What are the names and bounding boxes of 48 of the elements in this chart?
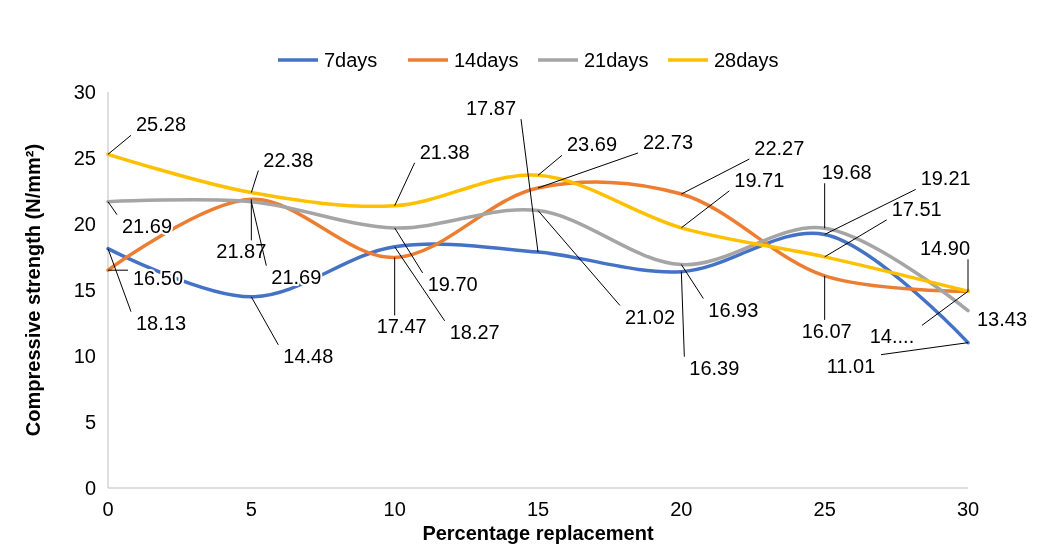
legend-label: 14days [454, 49, 519, 71]
x-tick-label: 20 [670, 498, 693, 520]
data-label: 22.73 [642, 130, 694, 153]
x-axis-title: Percentage replacement [422, 522, 654, 544]
x-tick-label: 10 [383, 498, 406, 520]
legend-label: 21days [584, 49, 649, 71]
y-tick-label: 15 [73, 279, 96, 301]
y-tick-label: 5 [84, 411, 96, 433]
x-tick-label: 0 [102, 498, 114, 520]
y-tick-label: 25 [73, 147, 96, 169]
data-label: 21.02 [624, 305, 676, 328]
data-label: 16.50 [132, 267, 184, 290]
data-label: 17.87 [465, 97, 517, 120]
data-label: 13.43 [976, 307, 1028, 330]
data-label: 14.... [869, 325, 915, 348]
legend-label: 7days [324, 49, 378, 71]
legend-label: 28days [714, 49, 779, 71]
data-label: 22.38 [263, 148, 314, 171]
data-label: 11.01 [826, 354, 876, 377]
data-label: 17.47 [376, 315, 427, 338]
x-tick-label: 25 [813, 498, 836, 520]
x-tick-label: 30 [956, 498, 980, 520]
data-label: 22.27 [754, 137, 805, 160]
x-tick-label: 15 [526, 498, 550, 520]
data-label: 18.13 [135, 311, 187, 334]
data-label: 21.69 [121, 214, 173, 237]
data-label: 14.90 [919, 237, 971, 260]
data-label: 19.71 [734, 168, 785, 191]
y-tick-label: 20 [73, 213, 96, 235]
data-label: 21.69 [271, 265, 322, 288]
data-label: 18.27 [449, 320, 500, 343]
data-label: 16.93 [708, 298, 759, 321]
y-tick-label: 0 [84, 477, 96, 499]
data-label: 19.70 [427, 272, 478, 295]
y-axis-title: Compressive strength (N/mm²) [22, 143, 44, 437]
y-tick-label: 30 [73, 81, 96, 103]
data-label: 19.21 [920, 167, 971, 190]
line-series [106, 231, 970, 345]
data-label: 19.68 [821, 161, 872, 184]
data-label: 14.48 [283, 344, 334, 367]
x-tick-label: 5 [245, 498, 257, 520]
data-label: 21.38 [419, 140, 470, 163]
data-label: 17.51 [891, 197, 942, 220]
data-label: 16.39 [689, 356, 740, 379]
data-label: 25.28 [135, 113, 187, 136]
data-label: 16.07 [801, 319, 852, 342]
data-label: 23.69 [566, 133, 618, 156]
y-tick-label: 10 [73, 345, 96, 367]
